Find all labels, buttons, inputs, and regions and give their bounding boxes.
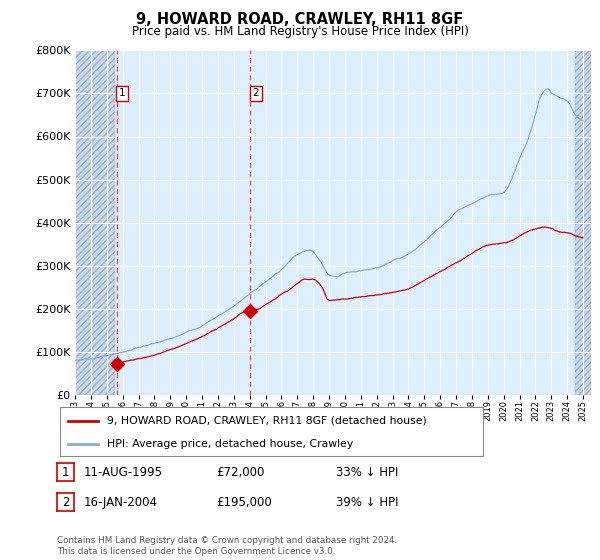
Text: £72,000: £72,000	[216, 466, 265, 479]
Text: 33% ↓ HPI: 33% ↓ HPI	[336, 466, 398, 479]
Text: 1: 1	[119, 88, 125, 99]
Text: 2: 2	[253, 88, 259, 99]
Text: 2: 2	[62, 496, 69, 509]
Text: 11-AUG-1995: 11-AUG-1995	[84, 466, 163, 479]
Bar	[115, 50, 575, 395]
Text: 1: 1	[62, 466, 69, 479]
Text: 39% ↓ HPI: 39% ↓ HPI	[336, 496, 398, 509]
Text: Price paid vs. HM Land Registry's House Price Index (HPI): Price paid vs. HM Land Registry's House …	[131, 25, 469, 38]
Text: 16-JAN-2004: 16-JAN-2004	[84, 496, 158, 509]
Bar	[575, 50, 591, 395]
Text: 9, HOWARD ROAD, CRAWLEY, RH11 8GF (detached house): 9, HOWARD ROAD, CRAWLEY, RH11 8GF (detac…	[107, 416, 426, 426]
Text: £195,000: £195,000	[216, 496, 272, 509]
Text: 9, HOWARD ROAD, CRAWLEY, RH11 8GF: 9, HOWARD ROAD, CRAWLEY, RH11 8GF	[136, 12, 464, 27]
Text: HPI: Average price, detached house, Crawley: HPI: Average price, detached house, Craw…	[107, 439, 353, 449]
Text: Contains HM Land Registry data © Crown copyright and database right 2024.
This d: Contains HM Land Registry data © Crown c…	[57, 536, 397, 556]
Bar	[75, 50, 115, 395]
